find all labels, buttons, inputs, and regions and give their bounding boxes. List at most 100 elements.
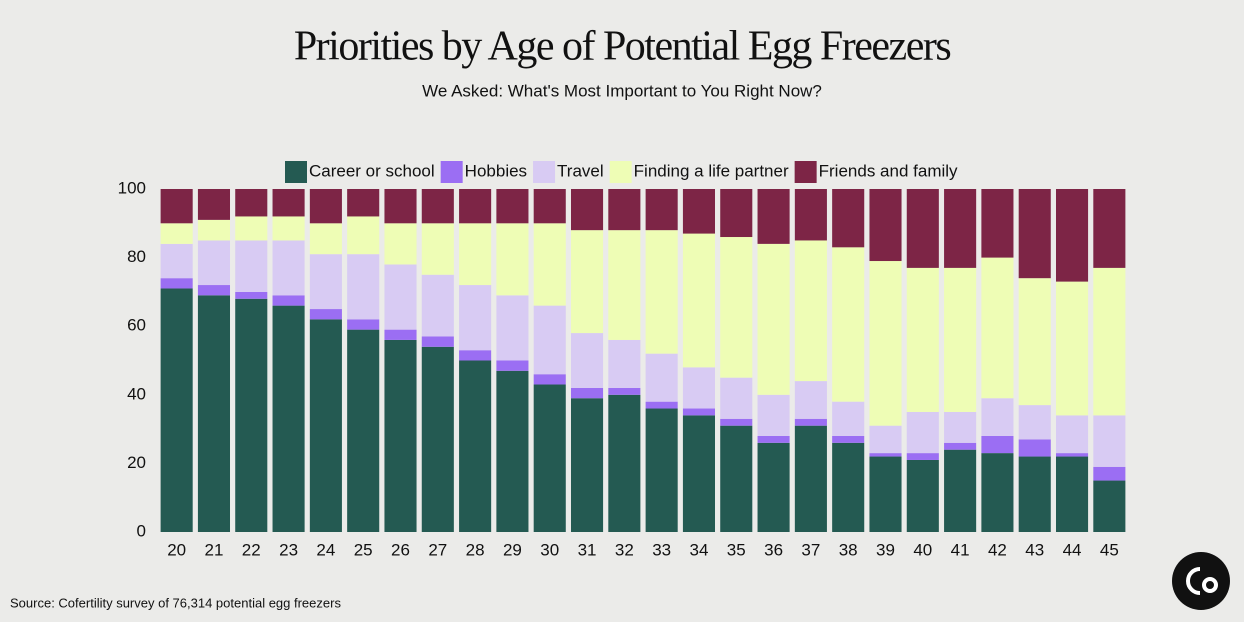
bar-segment <box>832 435 865 443</box>
bar-segment <box>720 377 753 419</box>
bar-segment <box>944 442 977 450</box>
bar-segment <box>832 442 865 532</box>
x-tick-label: 26 <box>391 540 410 559</box>
bar-segment <box>570 230 604 334</box>
bar-segment <box>944 267 977 412</box>
bar-segment <box>869 456 902 532</box>
bar-segment <box>160 288 193 532</box>
bar-segment <box>384 264 417 330</box>
logo-mark <box>1186 567 1219 595</box>
bar-segment <box>981 398 1014 436</box>
legend-label: Friends and family <box>819 161 958 180</box>
bar-segment <box>347 329 380 532</box>
bar-segment <box>235 189 268 217</box>
bar-segment <box>197 240 231 286</box>
y-tick-label: 0 <box>137 521 146 540</box>
x-tick-label: 27 <box>428 540 447 559</box>
bar-segment <box>421 274 454 337</box>
bar-segment <box>459 189 492 224</box>
bar-segment <box>757 435 790 443</box>
bar-segment <box>906 453 939 460</box>
bar-segment <box>347 319 380 330</box>
bar-segment <box>347 254 380 320</box>
bar-segment <box>533 384 566 532</box>
bar-segment <box>869 453 902 457</box>
bar-segment <box>720 425 753 532</box>
bar-segment <box>1055 456 1089 532</box>
bar-segment <box>421 336 454 347</box>
bar-segment <box>645 408 678 532</box>
bar-segment <box>160 189 193 224</box>
bar-segment <box>1055 281 1089 416</box>
bar-segment <box>645 189 678 231</box>
legend-swatch <box>285 161 307 183</box>
bar-segment <box>1093 415 1126 467</box>
bar-segment <box>160 243 193 279</box>
bar-segment <box>533 223 566 306</box>
bar-segment <box>757 394 790 436</box>
y-tick-label: 80 <box>127 247 146 266</box>
bar-segment <box>570 387 604 399</box>
x-tick-label: 25 <box>354 540 373 559</box>
bar-segment <box>720 237 753 378</box>
x-tick-label: 43 <box>1025 540 1044 559</box>
bar-segment <box>459 223 492 286</box>
bar-segment <box>1093 189 1126 268</box>
x-tick-label: 34 <box>690 540 709 559</box>
bar-segment <box>272 240 305 296</box>
x-tick-label: 42 <box>988 540 1007 559</box>
bar-segment <box>1093 480 1126 532</box>
x-tick-label: 35 <box>727 540 746 559</box>
bar-segment <box>533 189 566 224</box>
chart-title: Priorities by Age of Potential Egg Freez… <box>294 24 951 70</box>
bar-segment <box>309 309 342 320</box>
x-tick-label: 41 <box>951 540 970 559</box>
y-tick-label: 100 <box>118 178 146 197</box>
bar-segment <box>682 415 716 532</box>
bar-segment <box>235 216 268 241</box>
y-tick-label: 40 <box>127 384 146 403</box>
x-tick-label: 40 <box>913 540 932 559</box>
bar-segment <box>1093 267 1126 416</box>
bar-segment <box>645 401 678 409</box>
legend-swatch <box>794 161 817 183</box>
bar-segment <box>421 189 454 224</box>
x-tick-label: 29 <box>503 540 522 559</box>
bar-segment <box>459 360 492 532</box>
x-tick-label: 44 <box>1063 540 1082 559</box>
bar-segment <box>459 350 492 361</box>
bar-segment <box>309 223 342 255</box>
bar-segment <box>794 418 827 426</box>
x-tick-label: 39 <box>876 540 895 559</box>
bar-segment <box>272 216 305 241</box>
bar-segment <box>682 408 716 416</box>
bar-segment <box>608 189 641 231</box>
bar-segment <box>832 247 865 402</box>
bar-segment <box>1018 405 1051 440</box>
bar-segment <box>869 261 902 426</box>
x-tick-label: 32 <box>615 540 634 559</box>
legend-swatch <box>440 161 463 183</box>
bar-segment <box>197 295 231 532</box>
bar-segment <box>160 223 193 244</box>
x-tick-label: 31 <box>578 540 597 559</box>
bar-segment <box>944 189 977 268</box>
bar-segment <box>682 367 716 409</box>
bar-segment <box>459 285 492 351</box>
x-tick-label: 37 <box>801 540 820 559</box>
bar-segment <box>608 230 641 340</box>
x-tick-label: 23 <box>279 540 298 559</box>
bar-segment <box>309 319 342 532</box>
x-tick-label: 24 <box>316 540 335 559</box>
bar-segment <box>906 267 939 412</box>
x-tick-label: 45 <box>1100 540 1119 559</box>
bar-segment <box>757 189 790 244</box>
bar-segment <box>906 459 939 532</box>
bar-segment <box>1055 189 1089 282</box>
bar-segment <box>235 240 268 292</box>
logo <box>1172 552 1230 610</box>
legend-label: Hobbies <box>465 161 527 180</box>
bar-segment <box>496 370 529 532</box>
bar-segment <box>794 381 827 419</box>
source-note: Source: Cofertility survey of 76,314 pot… <box>10 595 341 610</box>
